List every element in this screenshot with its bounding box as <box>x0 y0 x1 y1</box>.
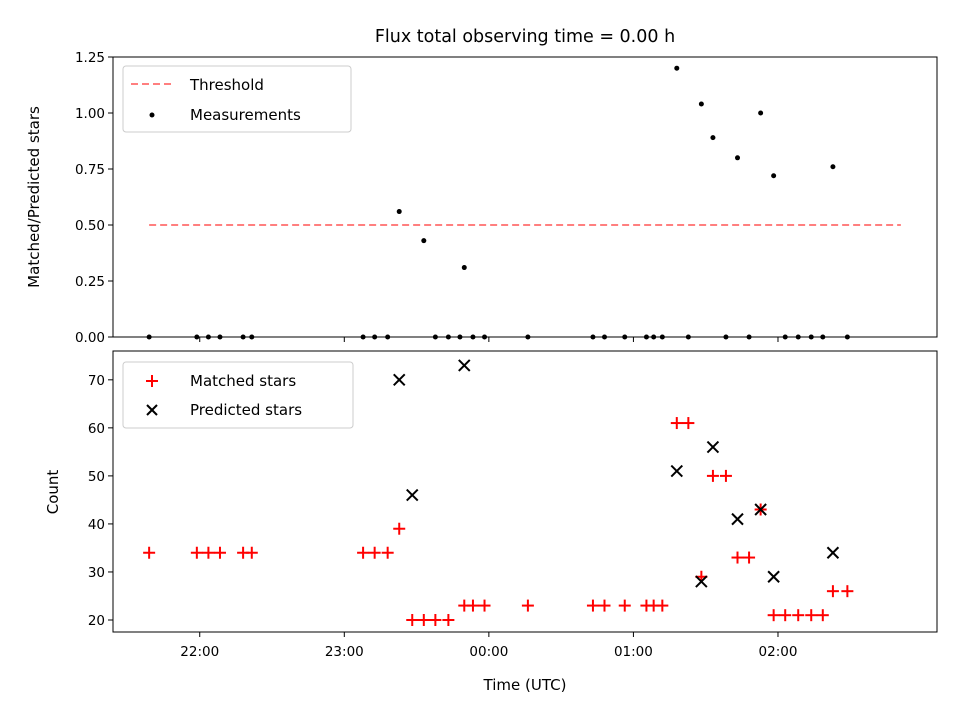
matched-stars-point <box>706 469 719 482</box>
count-y-tick-label: 70 <box>88 373 105 389</box>
predicted-stars-point <box>706 440 720 454</box>
matched-stars-point <box>478 599 491 612</box>
count-x-tick-label: 01:00 <box>614 644 653 660</box>
ratio-y-tick-label: 1.25 <box>75 50 105 66</box>
matched-stars-point <box>598 599 611 612</box>
predicted-stars-point <box>406 488 419 502</box>
matched-stars-point <box>368 546 381 559</box>
matched-stars-point <box>143 546 156 559</box>
count-y-tick-label: 20 <box>88 613 105 629</box>
predicted-stars-point <box>826 546 840 559</box>
count-x-tick-label: 00:00 <box>469 644 508 660</box>
count-plot-frame <box>112 350 938 633</box>
ratio-y-tick-label: 0.50 <box>75 218 105 234</box>
matched-stars-point <box>618 599 631 612</box>
measurement-point <box>421 238 427 244</box>
predicted-stars-point <box>458 359 471 372</box>
count-x-tick-label: 23:00 <box>325 644 364 660</box>
ratio-legend: Threshold Measurements <box>122 65 352 133</box>
count-plot-area: 20 30 40 50 60 70 22:00 23:00 00:00 01:00 02:00 <box>88 359 854 660</box>
predicted-stars-point <box>731 512 744 526</box>
predicted-stars-point <box>754 503 767 516</box>
x-axis-label: Time (UTC) <box>483 676 567 694</box>
count-legend-box <box>122 361 354 429</box>
matched-stars-point <box>417 613 430 626</box>
threshold-legend-label: Threshold <box>189 76 264 94</box>
count-y-tick-label: 60 <box>88 421 105 437</box>
matched-stars-point <box>670 417 683 430</box>
measurement-point <box>758 110 764 116</box>
matched-stars-point <box>245 546 258 559</box>
predicted-stars-point <box>670 464 683 478</box>
ratio-y-tick-label: 0.00 <box>75 330 105 346</box>
matched-stars-point <box>202 546 215 559</box>
measurement-point <box>461 265 467 271</box>
count-y-tick-label: 50 <box>88 469 105 485</box>
matched-stars-point <box>381 546 394 559</box>
measurements-legend-label: Measurements <box>190 106 301 124</box>
count-x-tick-label: 22:00 <box>180 644 219 660</box>
measurement-point <box>710 135 716 141</box>
matched-stars-point <box>743 551 756 564</box>
matched-stars-point <box>393 522 406 535</box>
ratio-legend-box <box>122 65 352 133</box>
matched-stars-point <box>466 599 479 612</box>
ratio-y-tick-label: 1.00 <box>75 106 105 122</box>
predicted-stars-legend-swatch <box>146 404 158 416</box>
matched-stars-point <box>841 585 854 598</box>
matched-stars-point <box>190 546 203 559</box>
count-x-tick-label: 02:00 <box>759 644 798 660</box>
matched-stars-point <box>406 613 419 626</box>
ratio-y-tick-label: 0.25 <box>75 274 105 290</box>
count-y-axis-label: Count <box>44 470 62 515</box>
matched-stars-point <box>656 599 669 612</box>
measurement-point <box>674 65 680 71</box>
matched-stars-legend-label: Matched stars <box>190 372 296 390</box>
count-y-tick-label: 40 <box>88 517 105 533</box>
matched-stars-point <box>826 585 839 598</box>
matched-stars-point <box>586 599 599 612</box>
measurement-point <box>830 164 836 170</box>
measurements-legend-swatch <box>149 112 155 118</box>
measurement-point <box>771 173 777 179</box>
matched-stars-point <box>767 609 780 622</box>
count-y-tick-label: 30 <box>88 565 105 581</box>
predicted-stars-point <box>767 570 780 583</box>
count-legend: Matched stars Predicted stars <box>122 361 354 429</box>
matched-stars-point <box>682 417 695 430</box>
matched-stars-point <box>521 599 534 612</box>
predicted-stars-point <box>695 575 708 588</box>
matched-stars-point <box>429 613 442 626</box>
predicted-stars-point <box>393 373 406 387</box>
ratio-y-tick-label: 0.75 <box>75 162 105 178</box>
ratio-plot-frame <box>112 56 938 338</box>
matched-stars-point <box>792 609 805 622</box>
predicted-stars-legend-label: Predicted stars <box>190 401 302 419</box>
chart-title: Flux total observing time = 0.00 h <box>375 27 675 47</box>
ratio-y-axis-label: Matched/Predicted stars <box>25 106 43 288</box>
measurement-point <box>396 209 402 215</box>
matched-stars-point <box>779 609 792 622</box>
matched-stars-legend-swatch <box>146 375 158 387</box>
measurement-point <box>698 101 704 107</box>
matched-stars-point <box>213 546 226 559</box>
matched-stars-point <box>816 609 829 622</box>
measurement-point <box>735 155 741 161</box>
matched-stars-point <box>805 609 818 622</box>
matched-stars-point <box>357 546 370 559</box>
matched-stars-point <box>731 551 744 564</box>
matched-stars-point <box>719 469 732 482</box>
ratio-plot-area: 0.00 0.25 0.50 0.75 1.00 1.25 <box>75 50 901 346</box>
matched-stars-point <box>442 613 455 626</box>
